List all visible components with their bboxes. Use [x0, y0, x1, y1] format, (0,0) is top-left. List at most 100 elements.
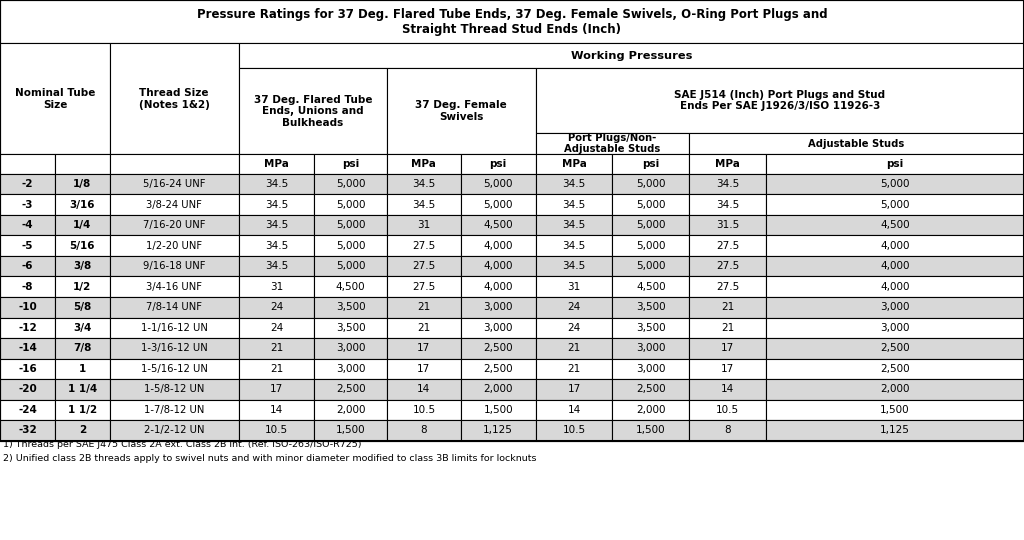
Bar	[239, 154, 314, 174]
Text: 4,500: 4,500	[336, 282, 366, 292]
Text: MPa: MPa	[715, 159, 740, 169]
Text: 5,000: 5,000	[336, 241, 366, 251]
Bar	[612, 400, 689, 420]
Text: 3/8: 3/8	[74, 261, 91, 271]
Bar	[766, 297, 1024, 318]
Text: 10.5: 10.5	[562, 426, 586, 435]
Bar	[612, 420, 689, 441]
Text: 1,500: 1,500	[881, 405, 909, 415]
Text: 37 Deg. Flared Tube
Ends, Unions and
Bulkheads: 37 Deg. Flared Tube Ends, Unions and Bul…	[254, 94, 372, 128]
Text: 10.5: 10.5	[716, 405, 739, 415]
Bar	[766, 256, 1024, 276]
Bar	[110, 256, 239, 276]
Text: 34.5: 34.5	[413, 200, 435, 210]
Bar	[612, 154, 689, 174]
Text: 14: 14	[418, 384, 430, 394]
Text: 2,500: 2,500	[483, 364, 513, 374]
Text: 1/4: 1/4	[74, 220, 91, 230]
Text: -32: -32	[18, 426, 37, 435]
Text: 17: 17	[418, 364, 430, 374]
Text: 3,500: 3,500	[336, 323, 366, 333]
Text: 21: 21	[567, 343, 581, 353]
Bar	[766, 400, 1024, 420]
Bar	[0, 0, 1024, 43]
Bar	[0, 154, 55, 174]
Text: 34.5: 34.5	[265, 200, 288, 210]
Text: 21: 21	[721, 323, 734, 333]
Bar	[0, 379, 55, 400]
Text: 7/8-14 UNF: 7/8-14 UNF	[146, 302, 202, 312]
Text: MPa: MPa	[561, 159, 587, 169]
Text: Nominal Tube
Size: Nominal Tube Size	[15, 88, 95, 110]
Bar	[0, 0, 1024, 441]
Text: -5: -5	[22, 241, 34, 251]
Text: -16: -16	[18, 364, 37, 374]
Bar	[536, 379, 612, 400]
Text: 5,000: 5,000	[636, 241, 666, 251]
Bar	[536, 420, 612, 441]
Text: 10.5: 10.5	[413, 405, 435, 415]
Bar	[689, 194, 766, 215]
Text: 3,000: 3,000	[336, 343, 366, 353]
Text: Port Plugs/Non-
Adjustable Studs: Port Plugs/Non- Adjustable Studs	[564, 133, 660, 154]
Bar	[110, 43, 239, 154]
Bar	[461, 379, 536, 400]
Bar	[110, 318, 239, 338]
Bar	[0, 215, 55, 235]
Bar	[110, 154, 239, 174]
Bar	[612, 194, 689, 215]
Text: 17: 17	[418, 343, 430, 353]
Bar	[689, 215, 766, 235]
Text: 34.5: 34.5	[716, 200, 739, 210]
Bar	[55, 235, 110, 256]
Bar	[314, 297, 387, 318]
Bar	[387, 235, 461, 256]
Text: SAE J514 (Inch) Port Plugs and Stud
Ends Per SAE J1926/3/ISO 11926-3: SAE J514 (Inch) Port Plugs and Stud Ends…	[674, 90, 886, 111]
Text: 5,000: 5,000	[336, 200, 366, 210]
Bar	[0, 420, 55, 441]
Bar	[536, 400, 612, 420]
Text: 5,000: 5,000	[336, 220, 366, 230]
Text: 2,500: 2,500	[636, 384, 666, 394]
Bar	[55, 338, 110, 359]
Text: 17: 17	[270, 384, 283, 394]
Bar	[314, 359, 387, 379]
Text: 21: 21	[418, 323, 430, 333]
Text: 5/16-24 UNF: 5/16-24 UNF	[142, 179, 206, 189]
Bar	[0, 194, 55, 215]
Bar	[387, 359, 461, 379]
Bar	[461, 256, 536, 276]
Bar	[689, 276, 766, 297]
Bar	[55, 276, 110, 297]
Bar	[612, 359, 689, 379]
Text: 1,500: 1,500	[483, 405, 513, 415]
Text: 34.5: 34.5	[413, 179, 435, 189]
Text: Adjustable Studs: Adjustable Studs	[809, 139, 904, 148]
Bar	[239, 400, 314, 420]
Bar	[689, 400, 766, 420]
Text: 31: 31	[567, 282, 581, 292]
Bar	[766, 338, 1024, 359]
Bar	[0, 359, 55, 379]
Bar	[461, 297, 536, 318]
Bar	[536, 194, 612, 215]
Bar	[387, 68, 536, 154]
Text: -6: -6	[22, 261, 34, 271]
Bar	[110, 379, 239, 400]
Bar	[387, 194, 461, 215]
Text: 1) Threads per SAE J475 Class 2A ext. Class 2B int. (Ref. ISO-263/ISO-R725): 1) Threads per SAE J475 Class 2A ext. Cl…	[3, 440, 361, 449]
Bar	[55, 297, 110, 318]
Bar	[461, 194, 536, 215]
Text: 24: 24	[567, 302, 581, 312]
Bar	[612, 338, 689, 359]
Text: 3/4: 3/4	[74, 323, 91, 333]
Bar	[239, 318, 314, 338]
Text: psi: psi	[642, 159, 659, 169]
Text: 7/8: 7/8	[74, 343, 91, 353]
Text: 4,000: 4,000	[881, 241, 909, 251]
Text: 3,000: 3,000	[636, 364, 666, 374]
Text: 1-1/16-12 UN: 1-1/16-12 UN	[140, 323, 208, 333]
Text: -14: -14	[18, 343, 37, 353]
Bar	[387, 420, 461, 441]
Text: 27.5: 27.5	[716, 241, 739, 251]
